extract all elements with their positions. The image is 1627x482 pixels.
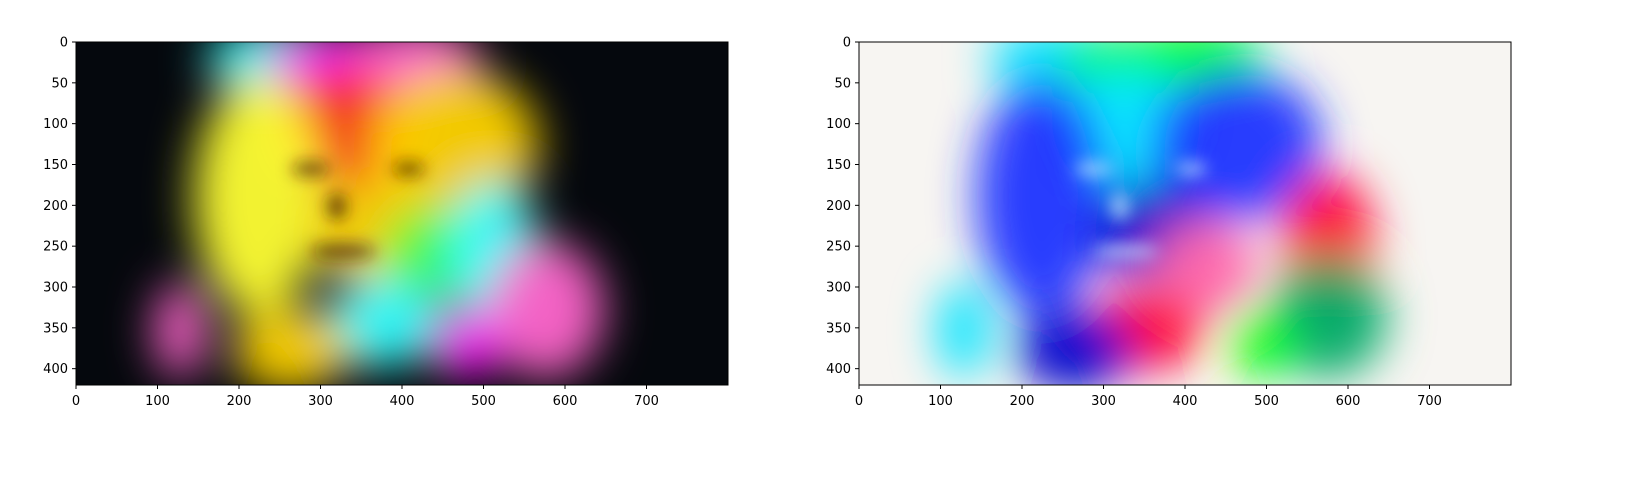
image-color-region xyxy=(434,309,500,379)
x-tick-label: 600 xyxy=(553,394,578,409)
x-tick-label: 700 xyxy=(1417,394,1442,409)
x-tick-label: 100 xyxy=(145,394,170,409)
image-color-region xyxy=(323,278,442,368)
image-shading xyxy=(1110,192,1130,221)
y-tick-label: 400 xyxy=(43,362,68,377)
image-color-region xyxy=(1230,309,1296,379)
y-tick-label: 350 xyxy=(826,321,851,336)
y-tick-label: 150 xyxy=(43,158,68,173)
image-shading xyxy=(291,162,331,176)
y-tick-label: 100 xyxy=(826,117,851,132)
right-image-display xyxy=(859,42,1511,385)
image-color-region xyxy=(193,76,324,317)
left-image-display xyxy=(76,42,728,385)
image-shading xyxy=(1175,162,1208,176)
image-color-region xyxy=(1269,254,1388,379)
image-shading xyxy=(1074,162,1114,176)
image-color-region xyxy=(937,282,990,379)
image-color-region xyxy=(486,240,605,379)
image-shading xyxy=(310,244,376,259)
image-color-region xyxy=(1152,220,1257,317)
image-shading xyxy=(392,162,425,176)
x-tick-label: 300 xyxy=(308,394,333,409)
left-image-panel: 0 100 200 300 400 500 600 700 0 50 100 150 200 250 30… xyxy=(43,36,729,409)
x-tick-label: 300 xyxy=(1091,394,1116,409)
y-tick-label: 150 xyxy=(826,158,851,173)
y-tick-label: 0 xyxy=(60,36,68,51)
x-tick-label: 400 xyxy=(390,394,415,409)
image-color-region xyxy=(154,282,207,379)
x-tick-label: 500 xyxy=(471,394,496,409)
x-tick-label: 200 xyxy=(227,394,252,409)
y-tick-label: 50 xyxy=(834,76,851,91)
right-x-axis: 0 100 200 300 400 500 600 700 xyxy=(855,385,1442,409)
right-image-panel: 0 100 200 300 400 500 600 700 0 50 100 150 200 250 30… xyxy=(826,36,1512,409)
y-tick-label: 0 xyxy=(843,36,851,51)
x-tick-label: 0 xyxy=(72,394,80,409)
x-tick-label: 700 xyxy=(634,394,659,409)
image-color-region xyxy=(1152,69,1322,221)
left-x-axis: 0 100 200 300 400 500 600 700 xyxy=(72,385,659,409)
x-tick-label: 400 xyxy=(1173,394,1198,409)
y-tick-label: 250 xyxy=(43,240,68,255)
image-color-regions xyxy=(937,42,1388,385)
image-color-region xyxy=(976,76,1107,317)
x-tick-label: 100 xyxy=(928,394,953,409)
y-tick-label: 200 xyxy=(826,199,851,214)
image-color-region xyxy=(232,309,350,385)
image-shading xyxy=(327,192,347,221)
image-detail-shading xyxy=(1074,162,1208,259)
y-tick-label: 200 xyxy=(43,199,68,214)
x-tick-label: 600 xyxy=(1336,394,1361,409)
right-y-axis: 0 50 100 150 200 250 300 350 400 xyxy=(826,36,859,377)
x-tick-label: 0 xyxy=(855,394,863,409)
y-tick-label: 50 xyxy=(51,76,68,91)
image-shading xyxy=(1093,244,1159,259)
image-detail-shading xyxy=(291,162,425,259)
y-tick-label: 350 xyxy=(43,321,68,336)
image-color-region xyxy=(1015,309,1133,385)
y-tick-label: 300 xyxy=(43,281,68,296)
y-tick-label: 300 xyxy=(826,281,851,296)
y-tick-label: 100 xyxy=(43,117,68,132)
y-tick-label: 400 xyxy=(826,362,851,377)
left-y-axis: 0 50 100 150 200 250 300 350 400 xyxy=(43,36,76,377)
x-tick-label: 500 xyxy=(1254,394,1279,409)
x-tick-label: 200 xyxy=(1010,394,1035,409)
y-tick-label: 250 xyxy=(826,240,851,255)
